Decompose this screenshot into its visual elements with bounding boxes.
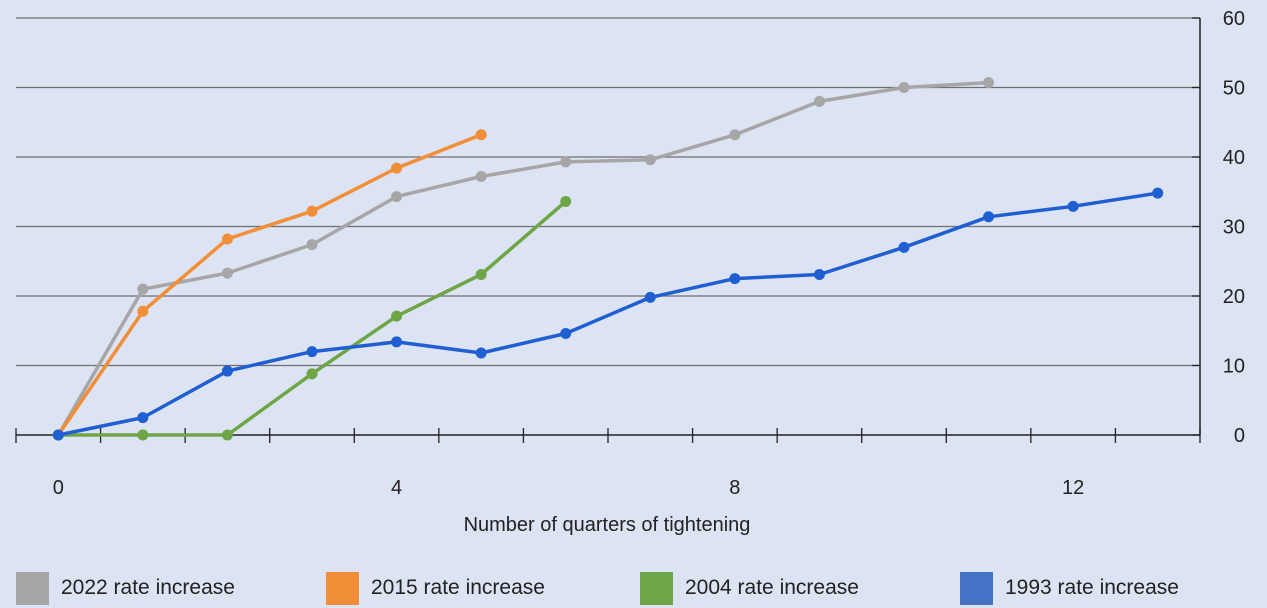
legend-swatch-2004 [640,571,673,605]
legend-item-1993: 1993 rate increase [960,571,1179,605]
data-point-2022-5 [475,170,487,182]
data-point-1993-6 [560,328,572,340]
series-1993 [52,187,1164,441]
y-tick-label-50: 50 [1223,78,1245,100]
data-point-2004-6 [560,195,572,207]
data-point-1993-10 [898,241,910,253]
data-point-2004-1 [137,429,149,441]
series-2015 [52,129,487,441]
data-point-1993-1 [137,412,149,424]
data-point-2022-6 [560,156,572,168]
gridlines [16,17,1200,367]
legend-label-2022: 2022 rate increase [61,576,235,599]
series-group [52,77,1164,441]
series-line-2004 [56,199,568,437]
data-point-1993-9 [813,268,825,280]
data-point-2022-9 [813,95,825,107]
data-point-2004-4 [391,310,403,322]
data-point-2022-3 [306,239,318,251]
data-point-1993-7 [644,291,656,303]
data-point-1993-11 [983,211,995,223]
data-point-1993-13 [1152,187,1164,199]
line-chart: 0 10 20 30 40 50 60 0 4 8 12 Number of quarters of… [15,8,1245,536]
series-line-2015 [56,133,483,437]
data-point-2022-7 [644,154,656,166]
y-tick-label-30: 30 [1223,217,1245,239]
data-point-1993-5 [475,347,487,359]
data-point-2022-8 [729,129,741,141]
series-2004 [52,195,572,441]
data-point-1993-2 [221,365,233,377]
x-tick-label-4: 4 [391,477,402,499]
data-point-2022-1 [137,283,149,295]
y-tick-label-10: 10 [1223,356,1245,378]
legend-swatch-2015 [326,571,359,605]
data-point-2015-1 [137,305,149,317]
data-point-2022-11 [983,77,995,89]
data-point-2015-3 [306,205,318,217]
legend-item-2022: 2022 rate increase [16,571,235,605]
x-axis-title: Number of quarters of tightening [464,514,751,536]
axes: 0 10 20 30 40 50 60 0 4 8 12 [15,8,1245,499]
y-tick-label-20: 20 [1223,286,1245,308]
legend-item-2015: 2015 rate increase [326,571,545,605]
y-tick-label-0: 0 [1234,425,1245,447]
legend-label-2004: 2004 rate increase [685,576,859,599]
x-tick-label-12: 12 [1062,477,1084,499]
data-point-2004-3 [306,368,318,380]
series-line-2022 [56,80,991,437]
data-point-2022-10 [898,82,910,93]
y-tick-label-60: 60 [1223,8,1245,30]
legend-swatch-2022 [16,571,49,605]
series-line-1993 [56,191,1160,437]
legend-label-1993: 1993 rate increase [1005,576,1179,599]
data-point-2004-5 [475,268,487,280]
data-point-2015-4 [391,162,403,174]
legend-swatch-1993 [960,571,993,605]
legend: 2022 rate increase 2015 rate increase 20… [0,568,1267,608]
data-point-2015-2 [221,233,233,245]
data-point-2022-4 [391,191,403,203]
x-tick-label-8: 8 [729,477,740,499]
data-point-2022-2 [221,267,233,279]
data-point-1993-4 [391,336,403,348]
x-tick-label-0: 0 [53,477,64,499]
y-tick-label-40: 40 [1223,147,1245,169]
data-point-1993-3 [306,346,318,358]
data-point-1993-0 [52,429,64,441]
series-2022 [52,77,995,441]
data-point-2015-5 [475,129,487,141]
legend-item-2004: 2004 rate increase [640,571,859,605]
data-point-1993-8 [729,273,741,285]
data-point-2004-2 [221,429,233,441]
data-point-1993-12 [1067,200,1079,212]
legend-label-2015: 2015 rate increase [371,576,545,599]
